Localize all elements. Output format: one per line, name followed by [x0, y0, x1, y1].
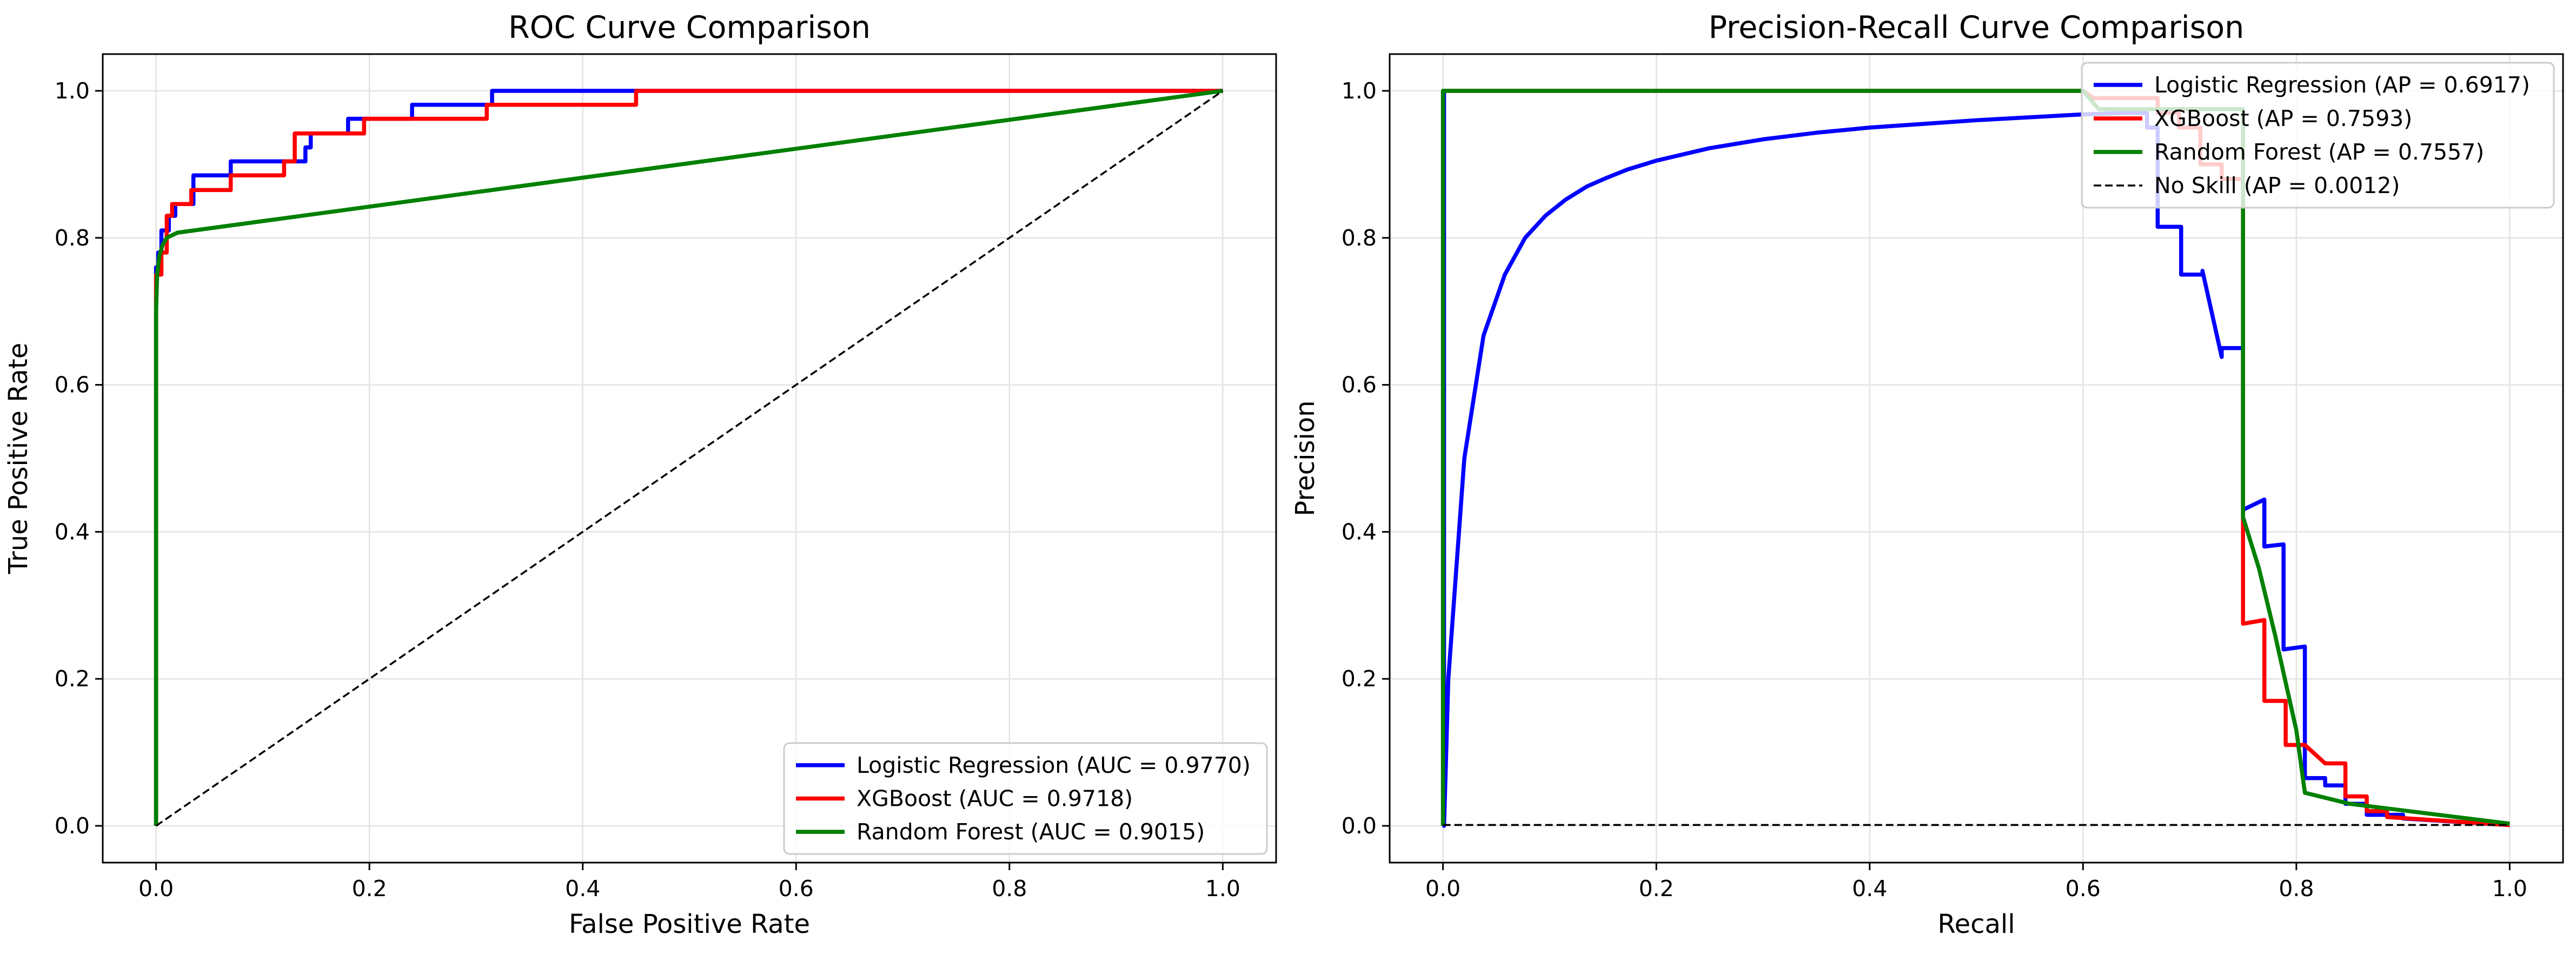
pr-legend-box [2081, 62, 2555, 209]
roc-x-tick-label: 0.2 [352, 876, 387, 902]
roc-x-tick-label: 0.4 [565, 876, 600, 902]
pr-y-tick-label: 0.0 [1342, 813, 1377, 839]
pr-y-axis-label: Precision [1290, 400, 1320, 516]
pr-y-tick-label: 0.8 [1342, 225, 1377, 251]
pr-x-tick-label: 1.0 [2492, 876, 2527, 902]
pr-y-tick-label: 1.0 [1342, 78, 1377, 104]
pr-y-tick-label: 0.6 [1342, 372, 1377, 398]
pr-x-tick-label: 0.4 [1852, 876, 1887, 902]
roc-series-line-1 [154, 89, 1223, 826]
roc-legend-label-0: Logistic Regression (AUC = 0.9770) [857, 752, 1251, 778]
roc-legend: Logistic Regression (AUC = 0.9770) XGBoos… [783, 742, 1268, 855]
pr-y-tick-label: 0.2 [1342, 666, 1377, 692]
roc-y-tick-label: 0.8 [55, 225, 90, 251]
roc-y-tick-label: 0.0 [55, 813, 90, 839]
pr-x-tick-label: 0.6 [2066, 876, 2101, 902]
pr-y-tick-label: 0.4 [1342, 519, 1377, 545]
pr-legend-label-2: Random Forest (AP = 0.7557) [2154, 139, 2484, 165]
pr-x-tick-label: 0.2 [1639, 876, 1674, 902]
roc-y-tick-label: 0.6 [55, 372, 90, 398]
roc-series-line-3 [155, 90, 1224, 827]
roc-series-line-2 [154, 89, 1223, 826]
roc-y-tick-label: 0.2 [55, 666, 90, 692]
roc-x-tick-label: 1.0 [1205, 876, 1240, 902]
roc-legend-box [783, 742, 1268, 855]
pr-legend-label-1: XGBoost (AP = 0.7593) [2154, 105, 2412, 131]
pr-x-axis-label: Recall [1937, 909, 2015, 939]
roc-axes-frame [102, 53, 1277, 864]
roc-legend-label-1: XGBoost (AUC = 0.9718) [857, 786, 1133, 812]
pr-axes-frame [1389, 53, 2564, 864]
pr-legend-label-0: Logistic Regression (AP = 0.6917) [2154, 72, 2530, 98]
roc-y-tick-label: 0.4 [55, 519, 90, 545]
precision-recall-chart: 0.0 0.2 0.4 0.6 0.8 1.0 0.0 0.2 0.4 0.6 0.8 1.0 Prec… [1290, 10, 2564, 939]
pr-legend-label-3: No Skill (AP = 0.0012) [2154, 173, 2400, 198]
roc-y-axis-label: True Positive Rate [3, 343, 34, 575]
roc-chart: 0.0 0.2 0.4 0.6 0.8 1.0 0.0 0.2 0.4 0.6 0.8 1.0 ROC … [3, 10, 1277, 939]
roc-x-tick-label: 0.6 [779, 876, 814, 902]
pr-chart-title: Precision-Recall Curve Comparison [1709, 10, 2245, 45]
pr-series-line-2 [1440, 89, 2510, 826]
pr-legend: Logistic Regression (AP = 0.6917) XGBoost… [2081, 62, 2555, 209]
roc-y-tick-label: 1.0 [55, 78, 90, 104]
roc-x-tick-label: 0.0 [138, 876, 174, 902]
roc-x-axis-label: False Positive Rate [569, 909, 810, 939]
roc-x-tick-label: 0.8 [992, 876, 1027, 902]
pr-x-tick-label: 0.0 [1425, 876, 1460, 902]
pr-x-tick-label: 0.8 [2279, 876, 2314, 902]
roc-legend-label-2: Random Forest (AUC = 0.9015) [857, 819, 1205, 845]
roc-chart-title: ROC Curve Comparison [508, 10, 871, 45]
